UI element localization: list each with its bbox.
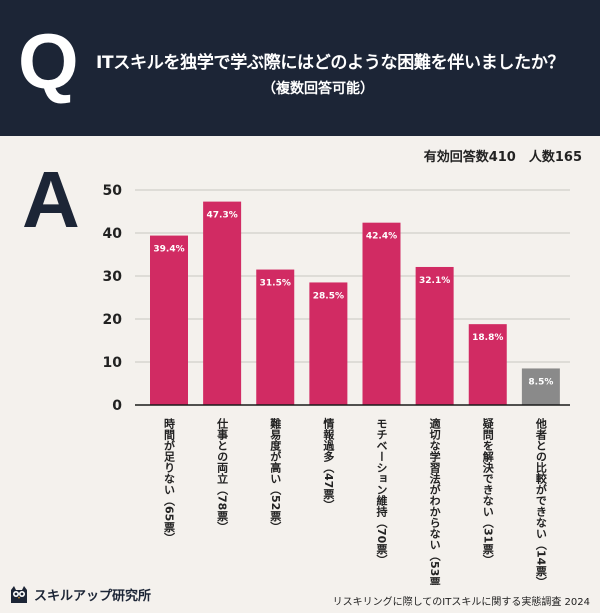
x-category-label: 難易度が高い（52票） xyxy=(269,417,283,533)
data-label: 39.4% xyxy=(153,245,184,255)
x-category-label: 他者との比較ができない（14票） xyxy=(534,417,548,585)
data-label: 28.5% xyxy=(313,291,344,301)
bar xyxy=(150,235,188,405)
x-category-label: 適切な学習法がわからない（53票） xyxy=(428,417,442,585)
brand-logo: スキルアップ研究所 xyxy=(8,583,151,605)
bar-chart: 0 10 20 30 40 50 39.4% 時間が足りない（65票） 47.3% 仕事との両立（… xyxy=(103,183,570,585)
data-label: 31.5% xyxy=(260,279,291,289)
x-category-label: 疑問を解決できない（31票） xyxy=(481,417,495,566)
header-banner: Q ITスキルを独学で学ぶ際にはどのような困難を伴いましたか？ （複数回答可能） xyxy=(0,0,600,136)
source-note: リスキリングに際してのITスキルに関する実態調査 2024 xyxy=(332,597,590,608)
owl-icon xyxy=(11,586,27,603)
bar xyxy=(256,269,295,405)
y-tick-label: 10 xyxy=(103,355,123,371)
bar xyxy=(362,222,401,405)
bar xyxy=(521,368,560,405)
x-category-label: 仕事との両立（78票） xyxy=(216,417,230,533)
data-label: 47.3% xyxy=(207,211,238,221)
data-label: 8.5% xyxy=(528,377,553,387)
bar xyxy=(415,266,454,405)
data-label: 42.4% xyxy=(366,232,397,242)
bar xyxy=(203,201,242,405)
data-label: 32.1% xyxy=(419,276,450,286)
data-label: 18.8% xyxy=(472,333,503,343)
q-letter: Q xyxy=(18,17,79,105)
question-subtitle: （複数回答可能） xyxy=(262,81,374,97)
a-letter: A xyxy=(22,155,80,244)
y-tick-label: 20 xyxy=(103,312,123,328)
y-tick-label: 40 xyxy=(103,226,123,242)
x-category-label: モチベーション維持（70票） xyxy=(375,418,389,565)
y-tick-label: 50 xyxy=(103,183,123,199)
question-title: ITスキルを独学で学ぶ際にはどのような困難を伴いましたか？ xyxy=(96,53,565,73)
x-category-label: 時間が足りない（65票） xyxy=(163,417,177,544)
logo-text: スキルアップ研究所 xyxy=(34,588,152,604)
x-category-label: 情報過多（47票） xyxy=(322,417,336,511)
bar xyxy=(468,324,507,405)
y-tick-label: 0 xyxy=(112,398,122,414)
y-tick-label: 30 xyxy=(103,269,123,285)
bar xyxy=(309,282,348,405)
response-stats: 有効回答数410 人数165 xyxy=(423,150,582,165)
